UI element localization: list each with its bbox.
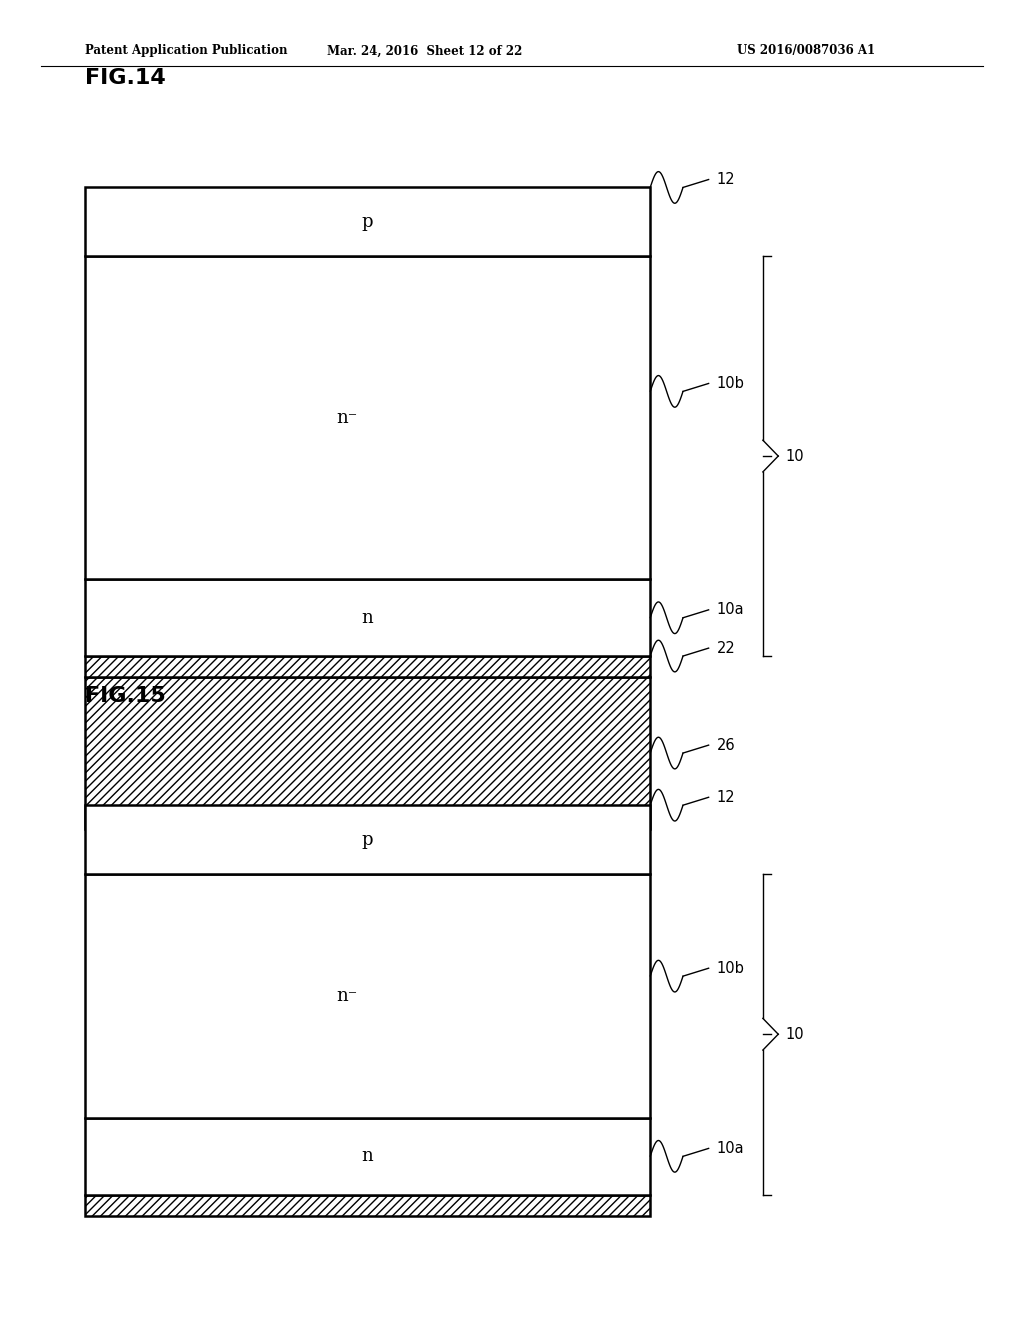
Text: 12: 12: [717, 789, 735, 805]
Text: FIG.14: FIG.14: [85, 69, 166, 88]
Bar: [85, 579, 650, 656]
Text: n: n: [361, 1147, 374, 1166]
Bar: [85, 805, 650, 874]
Text: Mar. 24, 2016  Sheet 12 of 22: Mar. 24, 2016 Sheet 12 of 22: [328, 45, 522, 57]
Text: 10a: 10a: [717, 602, 744, 618]
Text: 22: 22: [717, 640, 735, 656]
Text: 10b: 10b: [717, 961, 744, 975]
Bar: [85, 656, 650, 677]
Text: Patent Application Publication: Patent Application Publication: [85, 45, 288, 57]
Text: p: p: [361, 830, 374, 849]
Bar: [85, 256, 650, 579]
Text: n⁻: n⁻: [337, 409, 357, 426]
Bar: [85, 187, 650, 256]
Text: n: n: [361, 609, 374, 627]
Bar: [85, 1195, 650, 1216]
Text: US 2016/0087036 A1: US 2016/0087036 A1: [737, 45, 876, 57]
Text: 10b: 10b: [717, 376, 744, 391]
Text: FIG.15: FIG.15: [85, 686, 166, 706]
Bar: [85, 874, 650, 1118]
Text: n⁻: n⁻: [337, 987, 357, 1005]
Text: 10a: 10a: [717, 1140, 744, 1156]
Text: p: p: [361, 213, 374, 231]
Text: 12: 12: [717, 172, 735, 187]
Text: 26: 26: [717, 738, 735, 752]
Text: 10: 10: [785, 449, 804, 463]
Bar: [85, 677, 650, 829]
Text: 10: 10: [785, 1027, 804, 1041]
Bar: [85, 1118, 650, 1195]
